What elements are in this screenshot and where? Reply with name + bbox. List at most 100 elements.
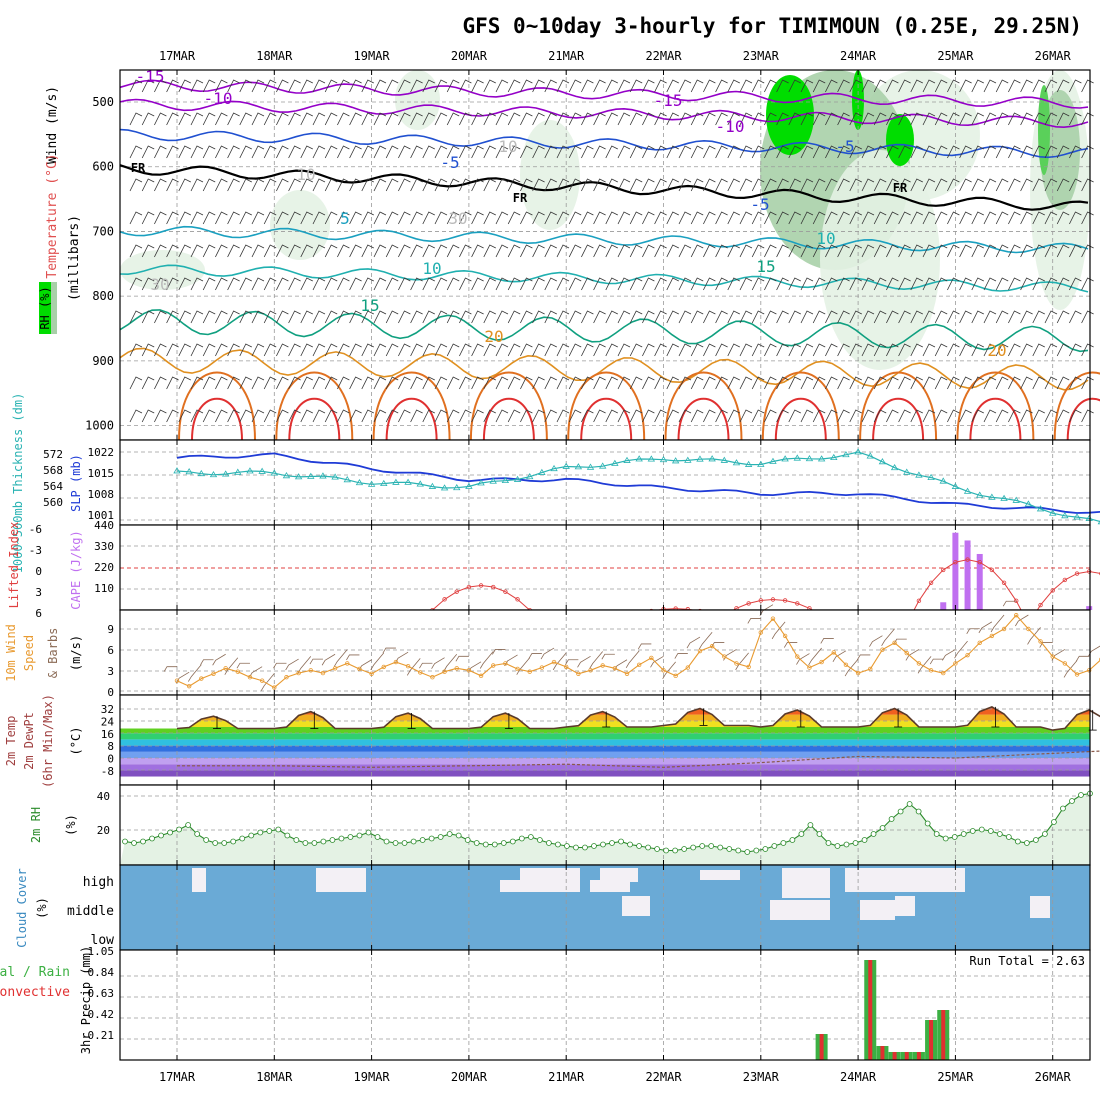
wind-speed-marker [211,671,216,676]
wind-barb [263,376,277,390]
temp-tick-label: 8 [107,740,114,753]
wind-barb [995,211,1009,225]
wind-barb [349,112,362,126]
thickness-marker [744,460,753,467]
wind-barb [1081,145,1094,159]
wind-speed-marker [1026,626,1031,632]
lifted-index-marker [941,567,946,573]
thickness-marker [380,479,388,487]
wind-barb [202,277,216,291]
wind-barb [751,244,765,258]
wind-barb [751,211,765,225]
wind-barb [922,145,936,159]
wind-barb [471,343,484,357]
wind-barb [605,244,618,258]
lifted-index-marker [916,598,922,604]
wind-barb [1020,112,1033,126]
wind-barb [873,211,887,225]
wind-speed-marker [795,654,800,659]
wind-barb [617,244,631,258]
wind-barb [507,211,521,225]
wind-barb [776,244,789,258]
wind-speed-marker [332,666,338,671]
wind-barb [495,211,509,225]
wind-barb [544,277,557,291]
wind-speed-marker [722,654,727,659]
wind-barb [1081,112,1094,126]
wind-barb [751,310,765,324]
wind-barb [642,343,655,357]
rh-marker [906,801,913,807]
wind-barb [166,376,179,390]
wind-barb [1081,244,1094,258]
lifted-index-marker [454,589,459,594]
rh-marker [473,840,480,846]
wind-barb [276,211,289,225]
wind-barb [398,112,411,126]
wind-barb [276,277,289,291]
wind-speed-marker [1050,654,1055,659]
wind-speed-marker [734,661,739,666]
wind-barb [764,112,777,126]
temp-band [120,727,1090,734]
thickness-marker [1073,513,1081,520]
wind-barb [764,277,777,291]
slp-tick-label: 1022 [88,446,115,459]
wind-barb [1032,178,1045,192]
rh-legend-swatch [39,282,51,334]
wind-barb [471,409,484,423]
wind-speed-marker [880,647,885,652]
rh-marker [1005,834,1012,840]
wind-barb [825,112,838,126]
wind-barb [629,244,643,258]
wind-barb [1081,376,1094,390]
wind-barb [983,244,997,258]
thickness-marker [817,455,826,462]
wind-barb [617,376,631,390]
wind-barb [202,376,216,390]
wind-barb [373,277,387,291]
wind-barb [788,409,801,423]
wind-barb [1020,244,1033,258]
wind-barb [1088,645,1100,657]
wind-barb [995,178,1009,192]
wind-barb [239,343,252,357]
wind-barb [202,409,216,423]
wind-barb [300,178,313,192]
wind-barb [520,310,533,324]
wind-barb [898,145,911,159]
wind-barb [312,409,326,423]
wind-barb [324,343,338,357]
wind-barb [483,79,496,93]
wind-barb [971,376,984,390]
wind-speed-marker [868,666,873,672]
wind-barb [959,244,972,258]
temp-band [120,764,1090,771]
wind-legend-label: Wind (m/s) [45,86,60,164]
wind-barb [434,79,448,93]
date-tick-label: 18MAR [256,1070,293,1084]
wind-barb [593,310,606,324]
wind-barb [1056,244,1070,258]
wind-speed-marker [405,664,411,669]
wind-barb [825,310,838,324]
wind-barb [568,145,582,159]
wind-barb [703,409,716,423]
wind-barb [861,376,875,390]
wind-barb [917,656,932,674]
wind-barb [263,79,277,93]
temp-band [120,733,1090,740]
wind-barb [532,79,545,93]
wind-barb [800,310,814,324]
wind-barb [983,112,997,126]
pressure-tick-label: 800 [92,289,114,303]
wind-barb [690,244,704,258]
wind-barb [288,178,301,192]
thickness-marker [209,471,218,478]
wind-speed-marker [612,666,618,671]
rh-marker [149,835,155,842]
wind-barb [1032,376,1045,390]
wind-barb [260,673,275,691]
bottom-date-axis: 17MAR 18MAR 19MAR 20MAR 21MAR 22MAR 23MAR 24MAR… [159,1070,1072,1084]
wind-barb [947,145,960,159]
